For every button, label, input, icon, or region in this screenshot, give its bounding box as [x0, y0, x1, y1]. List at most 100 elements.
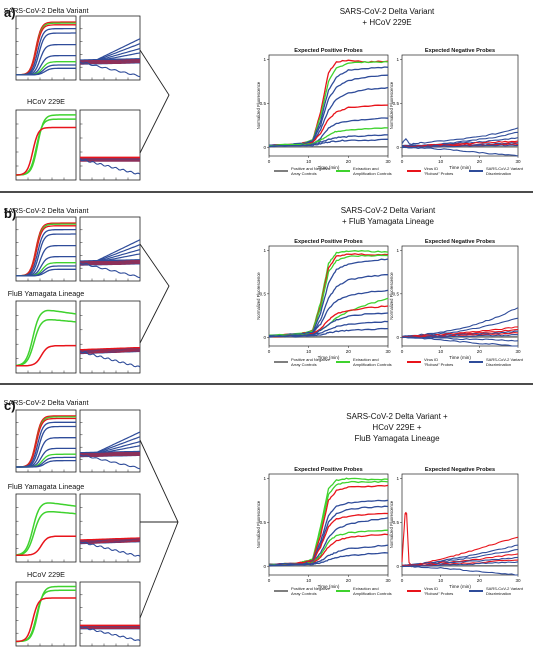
thumbnail-curve-green [15, 510, 77, 556]
result-title: SARS-CoV-2 Delta Variant [340, 7, 435, 16]
target-title: SARS-CoV-2 Delta Variant [4, 398, 89, 407]
target-title: SARS-CoV-2 Delta Variant [4, 6, 89, 15]
thumbnail-curve-green [16, 118, 76, 176]
y-tick-label: 0.5 [393, 101, 400, 106]
legend-label: Array Controls [291, 591, 317, 596]
series-line-red-5 [268, 512, 389, 566]
legend-label: SARS-CoV-2 Variant [486, 586, 524, 591]
x-tick-label: 20 [477, 578, 483, 583]
thumbnail-hcov-negative [79, 109, 141, 181]
thumbnail-curve-red [16, 535, 76, 556]
thumbnail-curve-red [16, 344, 76, 367]
y-tick-label: 0.5 [260, 520, 267, 525]
y-tick-label: 0 [396, 564, 399, 569]
series-line-blue-6 [401, 561, 519, 568]
x-tick-label: 10 [306, 349, 312, 354]
thumbnail-curve-blue [16, 67, 76, 76]
target-title: HCoV 229E [27, 570, 65, 579]
thumbnail-curve-red [16, 597, 76, 643]
x-tick-label: 30 [515, 349, 521, 354]
thumbnail-curve-green [15, 502, 77, 556]
y-tick-label: 0 [263, 145, 266, 150]
x-tick-label: 20 [477, 349, 483, 354]
y-tick-label: 0.5 [393, 291, 400, 296]
legend-label: Positive and Negative [291, 166, 330, 171]
connector-bracket [139, 439, 179, 619]
series-line-green-1 [268, 480, 389, 565]
thumbnail-curve-blue [80, 58, 140, 61]
series-line-red-3 [401, 553, 519, 567]
thumbnail-curve-blue [79, 61, 141, 78]
y-axis-label: Normalized Fluorescence [389, 272, 394, 320]
y-tick-label: 1 [263, 476, 266, 481]
series-line-blue-0 [401, 127, 519, 146]
x-axis-label: Time (min) [449, 355, 471, 360]
x-tick-label: 10 [438, 159, 444, 164]
series-line-blue-0 [401, 307, 519, 337]
x-axis-label: Time (min) [318, 584, 340, 589]
series-line-blue-7 [401, 144, 519, 149]
y-tick-label: 0 [396, 145, 399, 150]
thumbnail-flub-negative [79, 493, 141, 563]
thumbnail-curve-blue [16, 459, 76, 468]
x-axis-label: Time (min) [449, 584, 471, 589]
thumbnail-flub-negative [79, 300, 141, 374]
thumbnail-hcov-positive [15, 109, 77, 181]
x-tick-label: 30 [385, 159, 391, 164]
thumbnail-curve-blue [79, 450, 140, 454]
x-axis-label: Time (min) [318, 355, 340, 360]
thumbnail-flub-positive [15, 493, 77, 563]
plot-frame [79, 109, 141, 181]
target-title: SARS-CoV-2 Delta Variant [4, 206, 89, 215]
y-tick-label: 0 [263, 335, 266, 340]
legend-label: "Robust" Probes [424, 591, 453, 596]
series-line-blue-8 [401, 146, 519, 157]
series-line-blue-2 [401, 548, 519, 567]
series-line-blue-9 [268, 544, 389, 567]
result-title: HCoV 229E + [372, 423, 421, 432]
x-tick-label: 0 [401, 578, 404, 583]
thumbnail-sars-negative [79, 409, 141, 473]
legend-label: Extraction and [353, 357, 379, 362]
plot-title: Expected Negative Probes [425, 467, 495, 473]
result-title: + FluB Yamagata Lineage [342, 217, 435, 226]
x-tick-label: 20 [346, 578, 352, 583]
legend-label: SARS-CoV-2 Variant [486, 166, 524, 171]
y-tick-label: 1 [396, 476, 399, 481]
series-line-blue-9 [268, 138, 388, 148]
y-tick-label: 0.5 [260, 101, 267, 106]
legend-label: Virus ID [424, 586, 438, 591]
connector-bracket [139, 49, 170, 154]
series-line-red-5 [402, 332, 519, 338]
y-tick-label: 0 [396, 335, 399, 340]
connector-bracket [139, 243, 170, 344]
x-tick-label: 0 [401, 349, 404, 354]
thumbnail-curve-blue [79, 626, 141, 642]
legend-label: Discrimination [486, 171, 511, 176]
x-tick-label: 20 [346, 349, 352, 354]
series-line-blue-10 [269, 552, 389, 567]
x-tick-label: 30 [515, 159, 521, 164]
x-tick-label: 0 [268, 349, 271, 354]
thumbnail-sars-positive [15, 216, 77, 282]
thumbnail-sars-positive [15, 15, 77, 81]
panel-label-b: b) [4, 206, 16, 221]
legend-label: Positive and Negative [291, 586, 330, 591]
legend-label: Amplification Controls [353, 362, 392, 367]
y-axis-label: Normalized Fluorescence [256, 81, 261, 129]
thumbnail-curve-red [15, 126, 76, 176]
x-tick-label: 10 [438, 349, 444, 354]
thumbnail-curve-blue [16, 268, 76, 277]
x-tick-label: 0 [268, 578, 271, 583]
plot-frame [79, 581, 141, 647]
thumbnail-sars-negative [79, 15, 141, 81]
legend-label: Extraction and [353, 166, 379, 171]
thumbnail-curve-blue [79, 158, 141, 175]
thumbnail-curve-green [15, 309, 77, 367]
y-tick-label: 0.5 [260, 291, 267, 296]
y-axis-label: Normalized Fluorescence [389, 81, 394, 129]
series-line-blue-8 [268, 312, 389, 338]
